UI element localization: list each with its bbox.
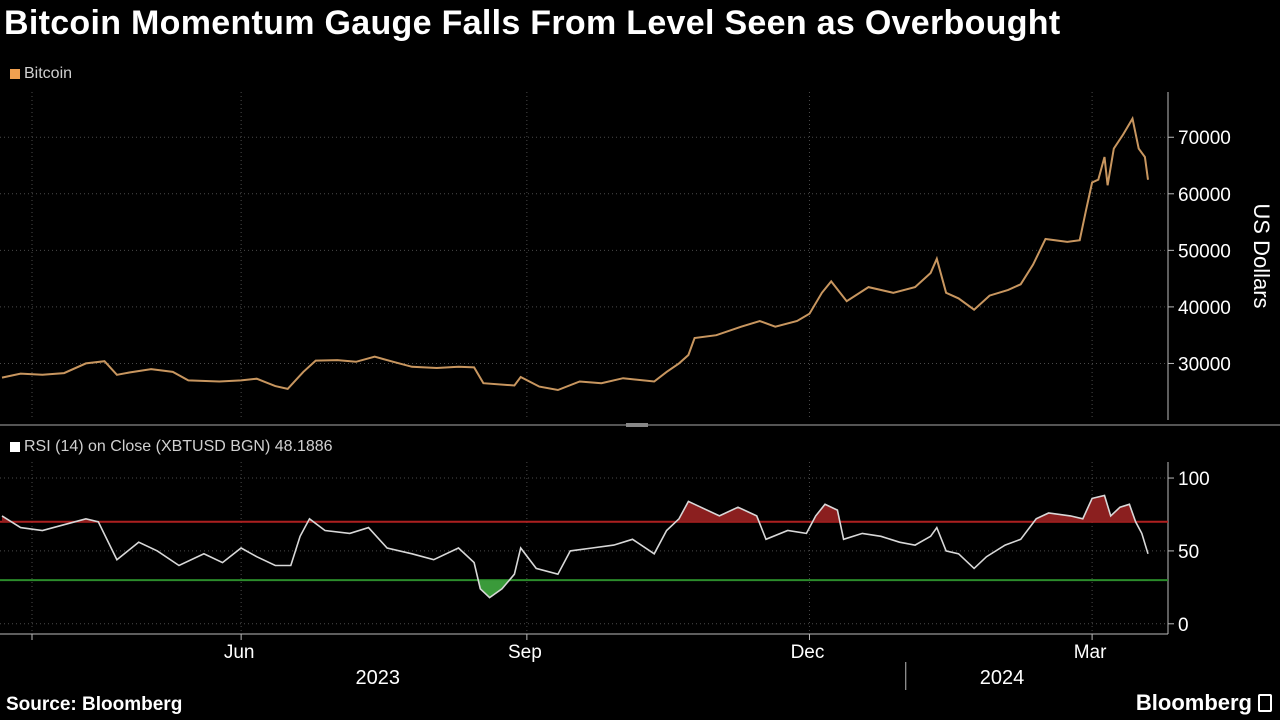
x-year-label: 2023 bbox=[356, 667, 401, 689]
bloomberg-terminal-icon bbox=[1258, 694, 1272, 712]
rsi-y-tick-label: 0 bbox=[1178, 615, 1189, 636]
price-y-tick-label: 60000 bbox=[1178, 185, 1231, 206]
rsi-series-line bbox=[1, 494, 1149, 599]
rsi-oversold-fill bbox=[2, 580, 1148, 598]
bitcoin-series-line bbox=[1, 115, 1149, 392]
price-y-tick-label: 50000 bbox=[1178, 241, 1231, 262]
x-tick-label: Jun bbox=[224, 642, 255, 663]
brand-name: Bloomberg bbox=[1135, 690, 1252, 715]
rsi-legend: RSI (14) on Close (XBTUSD BGN) 48.1886 bbox=[10, 438, 333, 456]
rsi-y-tick-label: 50 bbox=[1178, 542, 1199, 563]
source-note: Source: Bloomberg bbox=[6, 694, 183, 715]
x-tick-label: Sep bbox=[508, 642, 542, 663]
price-y-axis-label: US Dollars bbox=[1249, 203, 1274, 308]
x-year-label: 2024 bbox=[980, 667, 1025, 689]
grid-lines bbox=[0, 92, 1168, 634]
price-legend: Bitcoin bbox=[10, 65, 72, 83]
chart-title: Bitcoin Momentum Gauge Falls From Level … bbox=[4, 4, 1061, 42]
x-tick-label: Dec bbox=[791, 642, 825, 663]
price-y-tick-label: 70000 bbox=[1178, 128, 1231, 149]
rsi-overbought-fill bbox=[2, 495, 1136, 522]
price-y-tick-label: 30000 bbox=[1178, 354, 1231, 375]
x-tick-label: Mar bbox=[1074, 642, 1107, 663]
price-legend-swatch bbox=[10, 69, 20, 79]
rsi-y-tick-label: 100 bbox=[1178, 469, 1210, 490]
rsi-legend-swatch bbox=[10, 442, 20, 452]
brand-logo: Bloomberg bbox=[1136, 690, 1272, 716]
price-y-tick-label: 40000 bbox=[1178, 298, 1231, 319]
price-legend-label: Bitcoin bbox=[24, 65, 73, 82]
panel-resize-handle bbox=[626, 423, 648, 427]
rsi-legend-label: RSI (14) on Close (XBTUSD BGN) 48.1886 bbox=[24, 438, 333, 455]
